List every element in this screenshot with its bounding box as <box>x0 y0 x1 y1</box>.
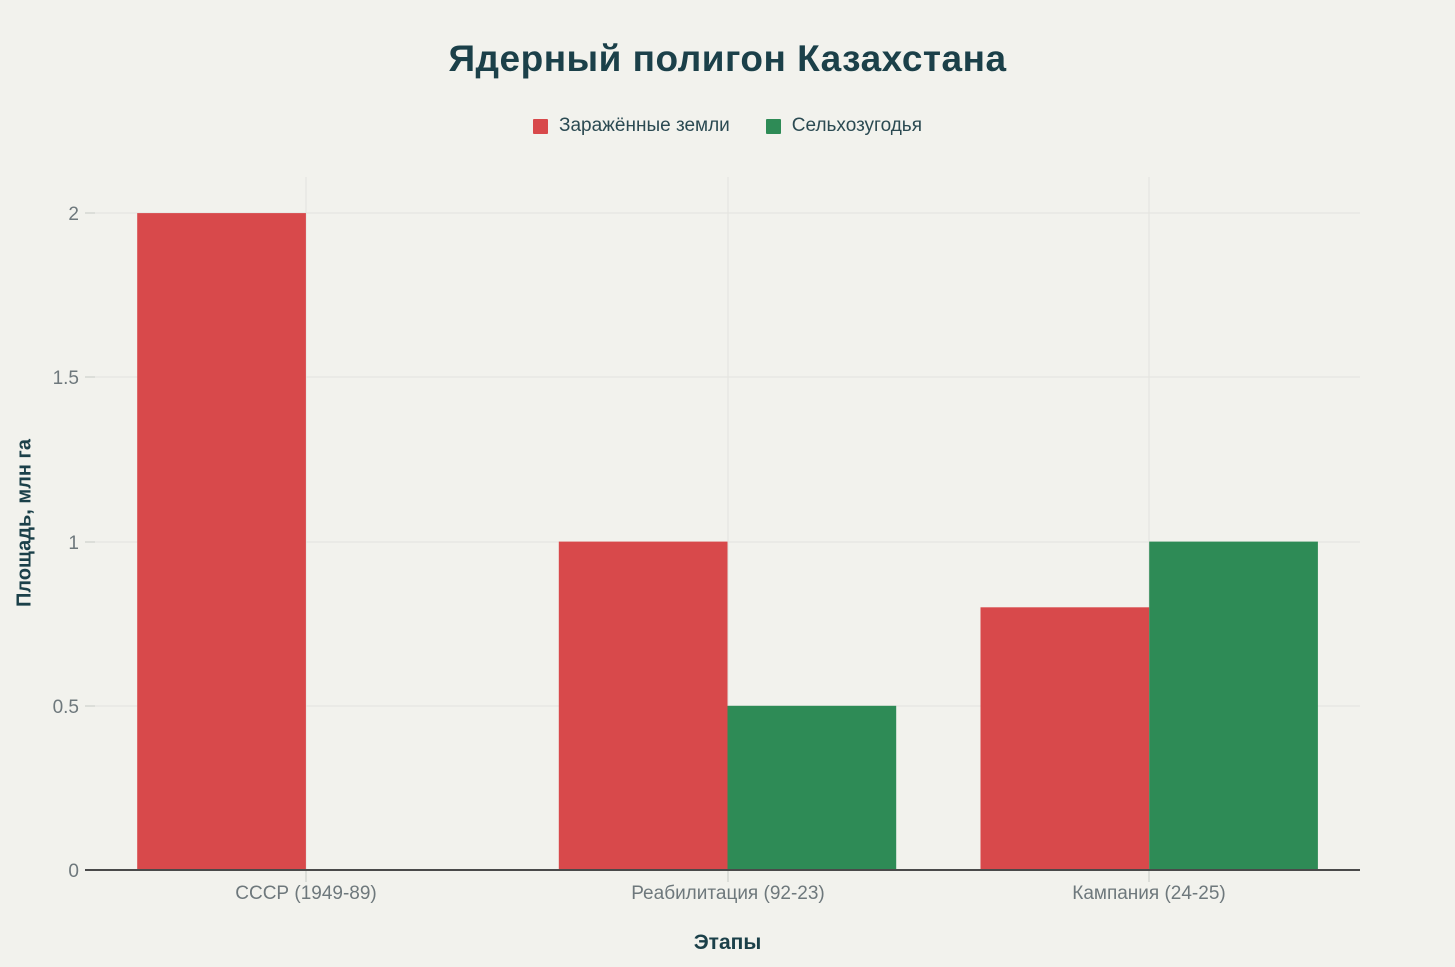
x-tick-label-1: Реабилитация (92-23) <box>631 883 825 904</box>
bar-red-cat-2 <box>980 607 1150 870</box>
legend-swatch-icon <box>533 118 548 134</box>
y-tick-label-0.5: 0.5 <box>53 697 79 718</box>
legend-label: Заражённые земли <box>559 115 730 136</box>
y-axis-title: Площадь, млн га <box>13 439 36 607</box>
bar-red-cat-0 <box>137 213 306 871</box>
legend-swatch-icon <box>765 118 781 134</box>
legend-item-series-1: Сельхозугодья <box>765 115 922 137</box>
y-tick-label-2: 2 <box>68 204 79 225</box>
x-tick-label-2: Кампания (24-25) <box>1072 883 1225 904</box>
x-tick-label-0: СССР (1949-89) <box>235 883 377 904</box>
bar-green-cat-2 <box>1149 541 1318 870</box>
legend-label: Сельхозугодья <box>791 115 922 136</box>
y-tick-label-1.5: 1.5 <box>53 368 79 389</box>
y-tick-label-1: 1 <box>68 533 79 554</box>
legend-item-series-0: Заражённые земли <box>533 115 730 137</box>
bar-red-cat-1 <box>558 541 728 870</box>
bar-green-cat-1 <box>727 705 897 870</box>
legend: Заражённые земли Сельхозугодья <box>0 115 1455 137</box>
y-tick-label-0: 0 <box>68 861 79 882</box>
chart-title: Ядерный полигон Казахстана <box>448 38 1007 79</box>
x-axis-title: Этапы <box>693 931 762 954</box>
